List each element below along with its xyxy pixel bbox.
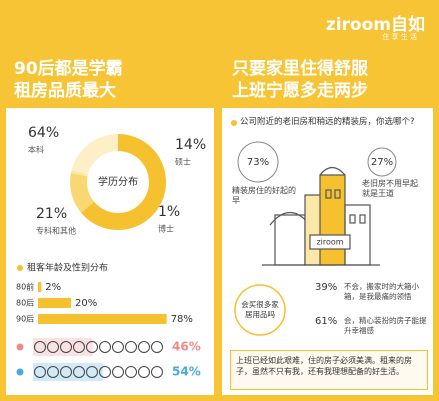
person-icon	[99, 366, 111, 378]
slogan: 住 享 生 活	[382, 33, 417, 41]
bar	[38, 314, 167, 324]
title-line: 上班宁愿多走两步	[232, 81, 368, 101]
right-title: 只要家里住得舒服 上班宁愿多走两步	[232, 58, 368, 102]
donut-segment	[70, 170, 88, 177]
bubble	[367, 147, 397, 177]
pictogram-bar	[33, 338, 93, 356]
title-line: 租房品质最大	[14, 81, 116, 101]
person-icon	[47, 366, 59, 378]
donut-segment	[70, 173, 95, 213]
question: 会买很多家居用品吗	[241, 300, 279, 319]
person-icon	[125, 341, 137, 353]
category-label: 硕士	[175, 157, 191, 167]
person-icon	[99, 341, 111, 353]
category-label: 专科和其他	[36, 226, 76, 236]
person-icon	[47, 341, 59, 353]
sign: ziroom	[316, 238, 343, 247]
bubble	[234, 284, 286, 336]
person-icon	[151, 341, 163, 353]
logo: ziroom自如	[325, 15, 425, 35]
option-text: 会，精心装扮的房子能提升幸福感	[344, 316, 427, 335]
value-label: 1%	[158, 204, 180, 220]
option-text: 不会，搬家时的大箱小箱，是我最痛的领悟	[344, 282, 419, 301]
category-label: 80前	[16, 282, 34, 292]
person-icon	[60, 366, 72, 378]
value-label: 78%	[171, 314, 193, 325]
option-value: 61%	[315, 316, 338, 327]
person-icon	[151, 366, 163, 378]
option-value: 73%	[247, 157, 269, 168]
left-title: 90后都是学霸 租房品质最大	[14, 58, 123, 102]
bar	[38, 282, 42, 292]
category-label: 博士	[158, 224, 174, 234]
question: 公司附近的老旧房和稍远的精装房，你选哪个?	[240, 117, 415, 127]
option-text: 精装房住的好起的早	[232, 186, 296, 205]
value-label: 14%	[175, 137, 206, 153]
person-icon	[112, 341, 124, 353]
pictogram-bar	[33, 363, 104, 381]
value-label: 46%	[172, 340, 201, 354]
person-icon	[86, 366, 98, 378]
conclusion: 上班已经如此艰难，住的房子必须美满。租来的房子，虽然不只有我，还有我理想配备的好…	[236, 356, 412, 376]
value-label: 21%	[36, 206, 67, 222]
person-icon	[112, 366, 124, 378]
person-icon	[138, 341, 150, 353]
person-icon	[73, 341, 85, 353]
building-illustration	[262, 166, 380, 266]
bubble	[237, 141, 279, 183]
value-label: 20%	[75, 298, 97, 309]
person-icon	[73, 366, 85, 378]
series-marker	[16, 368, 24, 376]
value-label: 64%	[28, 125, 59, 141]
value-label: 2%	[45, 282, 61, 293]
bar-title: 租客年龄及性别分布	[27, 262, 108, 274]
person-icon	[86, 341, 98, 353]
title-line: 只要家里住得舒服	[232, 59, 368, 79]
person-icon	[125, 366, 137, 378]
donut-segment	[81, 134, 166, 231]
person-icon	[34, 366, 46, 378]
option-value: 27%	[371, 157, 393, 168]
series-marker	[16, 343, 24, 351]
donut-center-label: 学历分布	[98, 175, 138, 188]
donut-segment	[71, 134, 118, 175]
bullet	[17, 265, 23, 271]
category-label: 80后	[16, 298, 34, 308]
bar	[38, 298, 71, 308]
option-text: 老旧房不用早起就是王道	[362, 179, 418, 198]
category-label: 本科	[28, 145, 44, 155]
bullet	[231, 120, 237, 126]
option-value: 39%	[315, 282, 338, 293]
title-line: 90后都是学霸	[14, 59, 123, 79]
person-icon	[138, 366, 150, 378]
value-label: 54%	[172, 365, 201, 379]
person-icon	[60, 341, 72, 353]
category-label: 90后	[16, 314, 34, 324]
person-icon	[34, 341, 46, 353]
